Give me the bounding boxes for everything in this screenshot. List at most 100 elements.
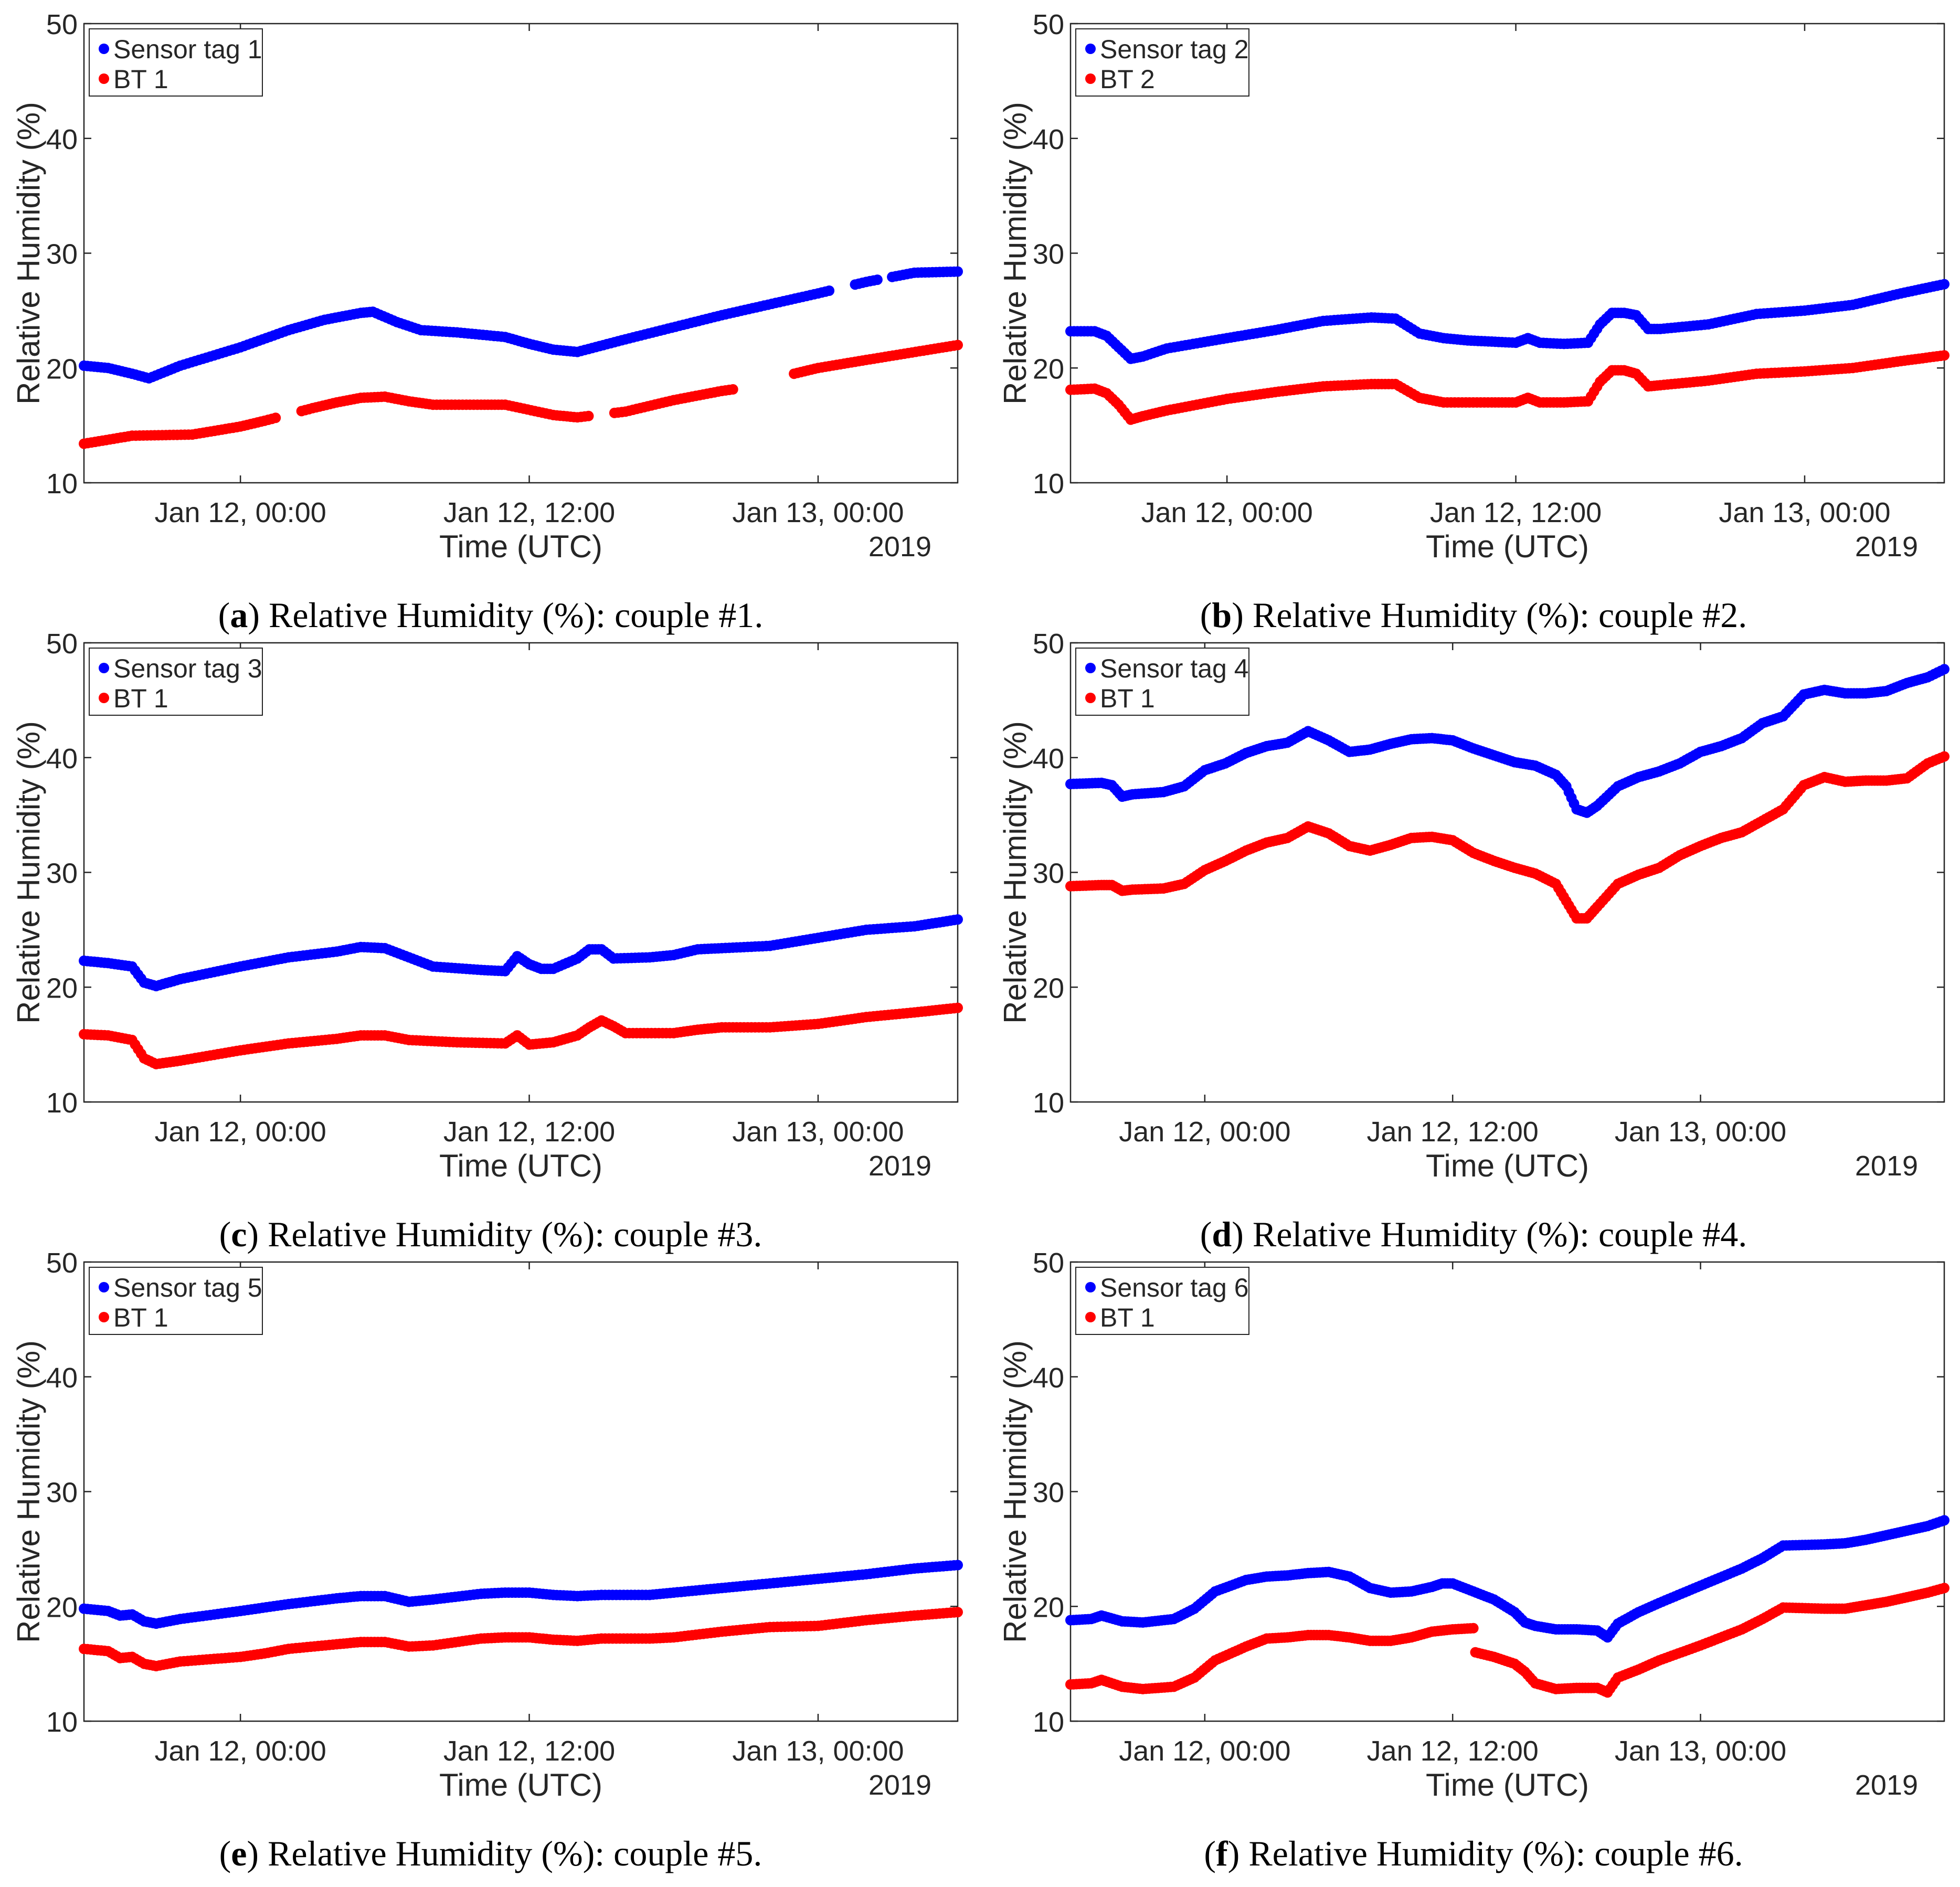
caption-text: Relative Humidity (%): couple #5. xyxy=(268,1833,762,1873)
legend-label: BT 1 xyxy=(1100,1303,1155,1332)
x-tick-label: Jan 12, 12:00 xyxy=(443,1735,615,1767)
figure-caption: (c) Relative Humidity (%): couple #3. xyxy=(219,1214,762,1254)
data-point xyxy=(270,412,281,423)
figure-caption: (e) Relative Humidity (%): couple #5. xyxy=(219,1833,762,1873)
data-point xyxy=(824,285,835,296)
caption-paren-open: ( xyxy=(1200,1214,1212,1254)
caption-paren-close: ) xyxy=(1232,595,1253,635)
legend-label: Sensor tag 5 xyxy=(113,1273,262,1302)
y-tick-label: 30 xyxy=(1033,239,1064,270)
legend-marker-bt xyxy=(1085,693,1096,703)
x-axis-label: Time (UTC) xyxy=(439,1767,602,1803)
y-tick-label: 10 xyxy=(1033,1706,1064,1738)
legend-label: Sensor tag 6 xyxy=(1100,1273,1249,1302)
x-axis-label: Time (UTC) xyxy=(1426,1148,1589,1183)
data-point xyxy=(727,384,738,395)
y-axis-label: Relative Humidity (%) xyxy=(998,1340,1033,1643)
y-tick-label: 40 xyxy=(1033,1362,1064,1394)
legend: Sensor tag 3BT 1 xyxy=(89,648,263,716)
x-year-label: 2019 xyxy=(1855,1769,1918,1801)
legend-marker-bt xyxy=(1085,73,1096,84)
data-point xyxy=(1939,1583,1950,1594)
legend-marker-bt xyxy=(99,73,109,84)
x-tick-label: Jan 13, 00:00 xyxy=(732,1116,904,1148)
series-sensor-tag xyxy=(1065,664,1950,818)
x-year-label: 2019 xyxy=(868,1150,931,1182)
x-axis-label: Time (UTC) xyxy=(439,1148,602,1183)
caption-paren-open: ( xyxy=(218,595,230,635)
x-tick-label: Jan 13, 00:00 xyxy=(1719,497,1890,528)
data-point xyxy=(1939,664,1950,675)
figure-caption: (b) Relative Humidity (%): couple #2. xyxy=(1200,595,1747,635)
data-point xyxy=(1939,751,1950,762)
y-tick-label: 10 xyxy=(46,468,78,500)
chart-panel-a: 10 20 30 40 50 Jan 12, 00:00 Jan 12, 12:00 Jan … xyxy=(11,9,963,635)
legend-box xyxy=(1075,28,1249,97)
legend-label: Sensor tag 1 xyxy=(113,35,262,64)
y-tick-label: 30 xyxy=(1033,858,1064,889)
x-year-label: 2019 xyxy=(1855,1150,1918,1182)
legend-marker-sensor-tag xyxy=(1085,663,1096,673)
y-axis-label: Relative Humidity (%) xyxy=(998,102,1033,405)
y-tick-label: 10 xyxy=(1033,468,1064,500)
y-tick-label: 30 xyxy=(46,239,78,270)
legend-marker-bt xyxy=(1085,1312,1096,1322)
x-axis-label: Time (UTC) xyxy=(439,529,602,564)
data-point xyxy=(952,1607,963,1618)
y-tick-label: 50 xyxy=(1033,9,1064,40)
caption-paren-close: ) xyxy=(248,595,269,635)
caption-paren-open: ( xyxy=(1204,1833,1216,1873)
data-point xyxy=(1468,1623,1479,1634)
chart-panel-d: 10 20 30 40 50 Jan 12, 00:00 Jan 12, 12:00 Jan … xyxy=(998,628,1950,1254)
x-axis-label: Time (UTC) xyxy=(1426,1767,1589,1803)
y-tick-label: 10 xyxy=(46,1706,78,1738)
series-bt xyxy=(1065,350,1950,425)
x-tick-label: Jan 13, 00:00 xyxy=(732,497,904,528)
caption-letter: d xyxy=(1212,1214,1232,1254)
caption-paren-close: ) xyxy=(247,1214,268,1254)
caption-letter: f xyxy=(1216,1833,1228,1873)
figure-caption: (d) Relative Humidity (%): couple #4. xyxy=(1200,1214,1747,1254)
caption-paren-close: ) xyxy=(247,1833,268,1873)
x-tick-label: Jan 13, 00:00 xyxy=(1615,1735,1786,1767)
legend-label: Sensor tag 2 xyxy=(1100,35,1249,64)
x-tick-label: Jan 13, 00:00 xyxy=(732,1735,904,1767)
data-point xyxy=(952,1560,963,1571)
y-tick-label: 40 xyxy=(46,1362,78,1394)
y-tick-label: 50 xyxy=(1033,1247,1064,1279)
legend: Sensor tag 5BT 1 xyxy=(89,1267,263,1335)
chart-panel-e: 10 20 30 40 50 Jan 12, 00:00 Jan 12, 12:00 Jan … xyxy=(11,1247,963,1873)
x-year-label: 2019 xyxy=(868,1769,931,1801)
x-tick-label: Jan 12, 00:00 xyxy=(1141,497,1312,528)
data-point xyxy=(952,914,963,925)
legend-marker-sensor-tag xyxy=(99,44,109,54)
y-tick-label: 10 xyxy=(1033,1087,1064,1119)
data-point xyxy=(952,340,963,351)
plot-area-frame xyxy=(1069,1261,1945,1722)
caption-paren-open: ( xyxy=(219,1833,231,1873)
y-axis-label: Relative Humidity (%) xyxy=(11,102,46,405)
caption-letter: a xyxy=(230,595,248,635)
y-tick-label: 20 xyxy=(1033,353,1064,385)
series-sensor-tag xyxy=(1065,1515,1950,1643)
data-point xyxy=(952,266,963,277)
series-bt xyxy=(79,1002,963,1069)
y-tick-label: 20 xyxy=(46,353,78,385)
caption-paren-open: ( xyxy=(219,1214,231,1254)
y-tick-label: 50 xyxy=(1033,628,1064,660)
y-tick-label: 40 xyxy=(46,743,78,775)
x-tick-label: Jan 12, 12:00 xyxy=(443,1116,615,1148)
y-tick-label: 40 xyxy=(1033,124,1064,155)
y-tick-label: 40 xyxy=(1033,743,1064,775)
x-tick-label: Jan 12, 00:00 xyxy=(1119,1116,1290,1148)
y-tick-label: 40 xyxy=(46,124,78,155)
x-year-label: 2019 xyxy=(1855,531,1918,563)
caption-text: Relative Humidity (%): couple #2. xyxy=(1253,595,1747,635)
legend-box xyxy=(89,28,263,97)
x-tick-label: Jan 12, 12:00 xyxy=(1367,1116,1539,1148)
x-tick-label: Jan 12, 00:00 xyxy=(154,1116,326,1148)
legend: Sensor tag 1BT 1 xyxy=(89,28,263,97)
y-axis-label: Relative Humidity (%) xyxy=(998,721,1033,1024)
legend-marker-sensor-tag xyxy=(1085,44,1096,54)
